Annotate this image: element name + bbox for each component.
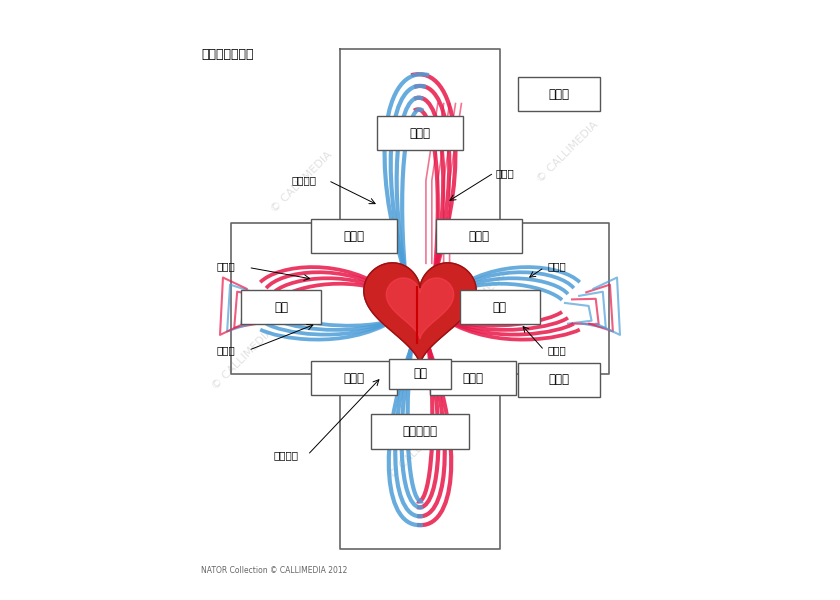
Text: 体循环: 体循环 (549, 88, 570, 101)
FancyBboxPatch shape (517, 77, 601, 111)
Text: 肺静脉: 肺静脉 (548, 345, 566, 355)
Text: NATOR Collection © CALLIMEDIA 2012: NATOR Collection © CALLIMEDIA 2012 (201, 566, 348, 575)
FancyBboxPatch shape (371, 414, 469, 449)
Text: © CALLIMEDIA: © CALLIMEDIA (270, 149, 334, 214)
FancyBboxPatch shape (436, 219, 522, 253)
Text: © CALLIMEDIA: © CALLIMEDIA (536, 119, 601, 184)
Text: © CALLIMEDIA: © CALLIMEDIA (210, 327, 275, 392)
FancyBboxPatch shape (311, 219, 396, 253)
FancyBboxPatch shape (430, 361, 516, 395)
Text: 左肺: 左肺 (493, 301, 507, 314)
Text: 肺循环: 肺循环 (549, 373, 570, 386)
FancyBboxPatch shape (517, 363, 601, 397)
FancyBboxPatch shape (241, 290, 321, 324)
Text: © CALLIMEDIA: © CALLIMEDIA (447, 268, 512, 332)
Text: 下腔静脉: 下腔静脉 (274, 450, 299, 460)
FancyBboxPatch shape (311, 361, 396, 395)
Text: 肺动脉: 肺动脉 (217, 260, 235, 271)
FancyBboxPatch shape (389, 359, 451, 389)
Text: 体循环和肺循环: 体循环和肺循环 (201, 48, 254, 61)
Text: 心脏: 心脏 (413, 367, 427, 380)
Text: © CALLIMEDIA: © CALLIMEDIA (387, 416, 453, 481)
Text: 上腔静脉: 上腔静脉 (291, 175, 317, 185)
Text: 右肺: 右肺 (274, 301, 288, 314)
Text: 左心房: 左心房 (469, 230, 490, 242)
Text: 头和臂: 头和臂 (410, 127, 431, 140)
FancyBboxPatch shape (460, 290, 540, 324)
Polygon shape (386, 278, 454, 339)
Text: 右心房: 右心房 (344, 230, 365, 242)
Text: 左心室: 左心室 (463, 371, 484, 385)
Text: 躯干和双腿: 躯干和双腿 (402, 425, 438, 438)
Text: 肺动脉: 肺动脉 (548, 260, 566, 271)
Text: 主动脉: 主动脉 (496, 168, 514, 178)
Polygon shape (364, 263, 476, 364)
Text: 肺静脉: 肺静脉 (217, 345, 235, 355)
Text: 右心室: 右心室 (344, 371, 365, 385)
FancyBboxPatch shape (377, 116, 463, 151)
